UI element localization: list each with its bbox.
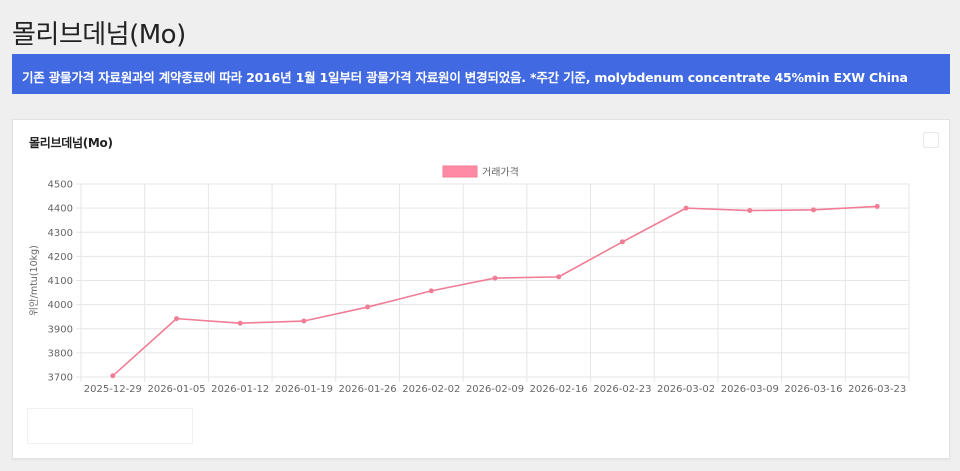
x-tick-label: 2026-01-12 [211,384,269,395]
data-point [556,274,562,280]
y-tick-label: 4100 [48,276,73,287]
x-tick-label: 2026-01-26 [339,384,397,395]
price-line-chart: 3700 3800 3900 4000 4100 4200 4300 4400 4500 2025… [28,165,910,395]
card-menu-icon[interactable] [923,132,939,148]
data-point [301,318,307,324]
legend-swatch [442,165,478,178]
data-point [874,203,880,209]
page-title: 몰리브데넘(Mo) [12,20,186,50]
data-point [747,208,753,214]
x-tick-label: 2026-02-02 [402,384,460,395]
data-point [810,207,816,213]
data-point [174,316,180,322]
data-point [683,205,689,211]
data-point [428,288,434,294]
legend-label: 거래가격 [482,166,519,179]
x-tick-label: 2026-03-23 [848,384,906,395]
y-tick-label: 4400 [48,204,73,215]
data-point [110,373,116,379]
x-tick-label: 2026-03-16 [784,384,842,395]
x-tick-label: 2025-12-29 [84,384,142,395]
y-tick-label: 4000 [48,300,73,311]
y-tick-label: 3900 [48,324,73,335]
y-axis-label: 위안/mtu(10kg) [28,245,40,316]
data-point [492,275,498,281]
y-tick-label: 4300 [48,228,73,239]
x-tick-label: 2026-03-02 [657,384,715,395]
data-point [237,320,243,326]
notice-banner: 기존 광물가격 자료원과의 계약종료에 따라 2016년 1월 1일부터 광물가… [12,54,950,94]
card-title: 몰리브데넘(Mo) [29,136,113,150]
x-tick-label: 2026-03-09 [721,384,779,395]
x-tick-label: 2026-02-23 [593,384,651,395]
chart-card: 몰리브데넘(Mo) 3700 3800 3900 4000 4100 4200 4300 44… [12,119,950,459]
x-tick-label: 2026-02-16 [530,384,588,395]
data-point [365,304,371,310]
y-tick-label: 4200 [48,252,73,263]
x-tick-label: 2026-01-05 [147,384,205,395]
y-tick-label: 4500 [48,180,73,191]
y-tick-label: 3800 [48,348,73,359]
x-tick-label: 2026-01-19 [275,384,333,395]
data-point [619,239,625,245]
y-tick-label: 3700 [48,373,73,384]
x-tick-label: 2026-02-09 [466,384,524,395]
footer-placeholder [27,408,193,444]
